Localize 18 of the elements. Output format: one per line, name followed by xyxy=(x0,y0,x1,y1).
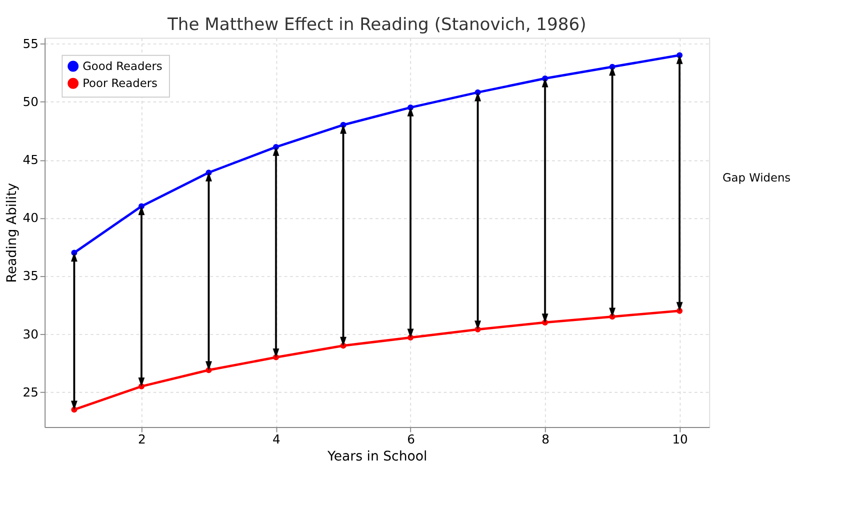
x-tick-label: 2 xyxy=(138,432,146,447)
x-tick-label: 4 xyxy=(272,432,281,447)
x-tick-label: 6 xyxy=(407,432,416,447)
y-tick-label: 40 xyxy=(22,211,39,226)
y-tick-label: 50 xyxy=(22,94,39,109)
chart-title: The Matthew Effect in Reading (Stanovich, 1986) xyxy=(166,15,586,36)
y-tick-label: 45 xyxy=(22,153,38,168)
x-axis-title: Years in School xyxy=(326,450,428,465)
y-tick-label: 25 xyxy=(22,385,38,400)
x-tick-label: 10 xyxy=(672,432,688,447)
legend-label: Good Readers xyxy=(82,59,162,74)
y-tick-label: 55 xyxy=(22,36,38,51)
y-axis-title: Reading Ability xyxy=(5,182,20,283)
x-tick-label: 8 xyxy=(542,432,550,447)
y-tick-label: 30 xyxy=(22,327,39,342)
y-tick-label: 35 xyxy=(22,269,38,284)
gap-arrows: Gap Widens xyxy=(722,170,791,185)
legend-label: Poor Readers xyxy=(82,76,158,90)
